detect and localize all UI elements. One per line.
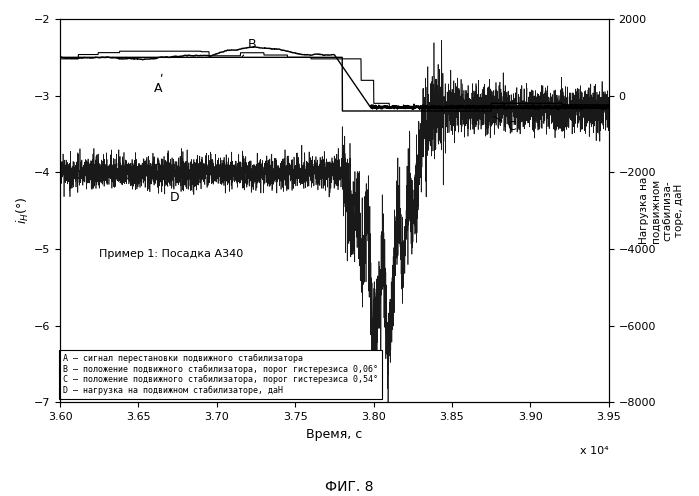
Text: ФИГ. 8: ФИГ. 8 [325,480,374,494]
X-axis label: Время, с: Время, с [306,428,363,440]
Text: D: D [164,179,180,204]
Y-axis label: $i_H$(°): $i_H$(°) [15,197,31,224]
Text: Пример 1: Посадка A340: Пример 1: Посадка A340 [99,248,243,258]
Text: C: C [493,116,516,133]
Y-axis label: Нагрузка на
подвижном
стабилиза-
торе, даН: Нагрузка на подвижном стабилиза- торе, д… [639,177,684,244]
Text: A: A [154,74,163,95]
Text: A – сигнал перестановки подвижного стабилизатора
B – положение подвижного стабил: A – сигнал перестановки подвижного стаби… [63,354,378,395]
Text: x 10⁴: x 10⁴ [580,446,609,456]
Text: B: B [242,38,257,57]
